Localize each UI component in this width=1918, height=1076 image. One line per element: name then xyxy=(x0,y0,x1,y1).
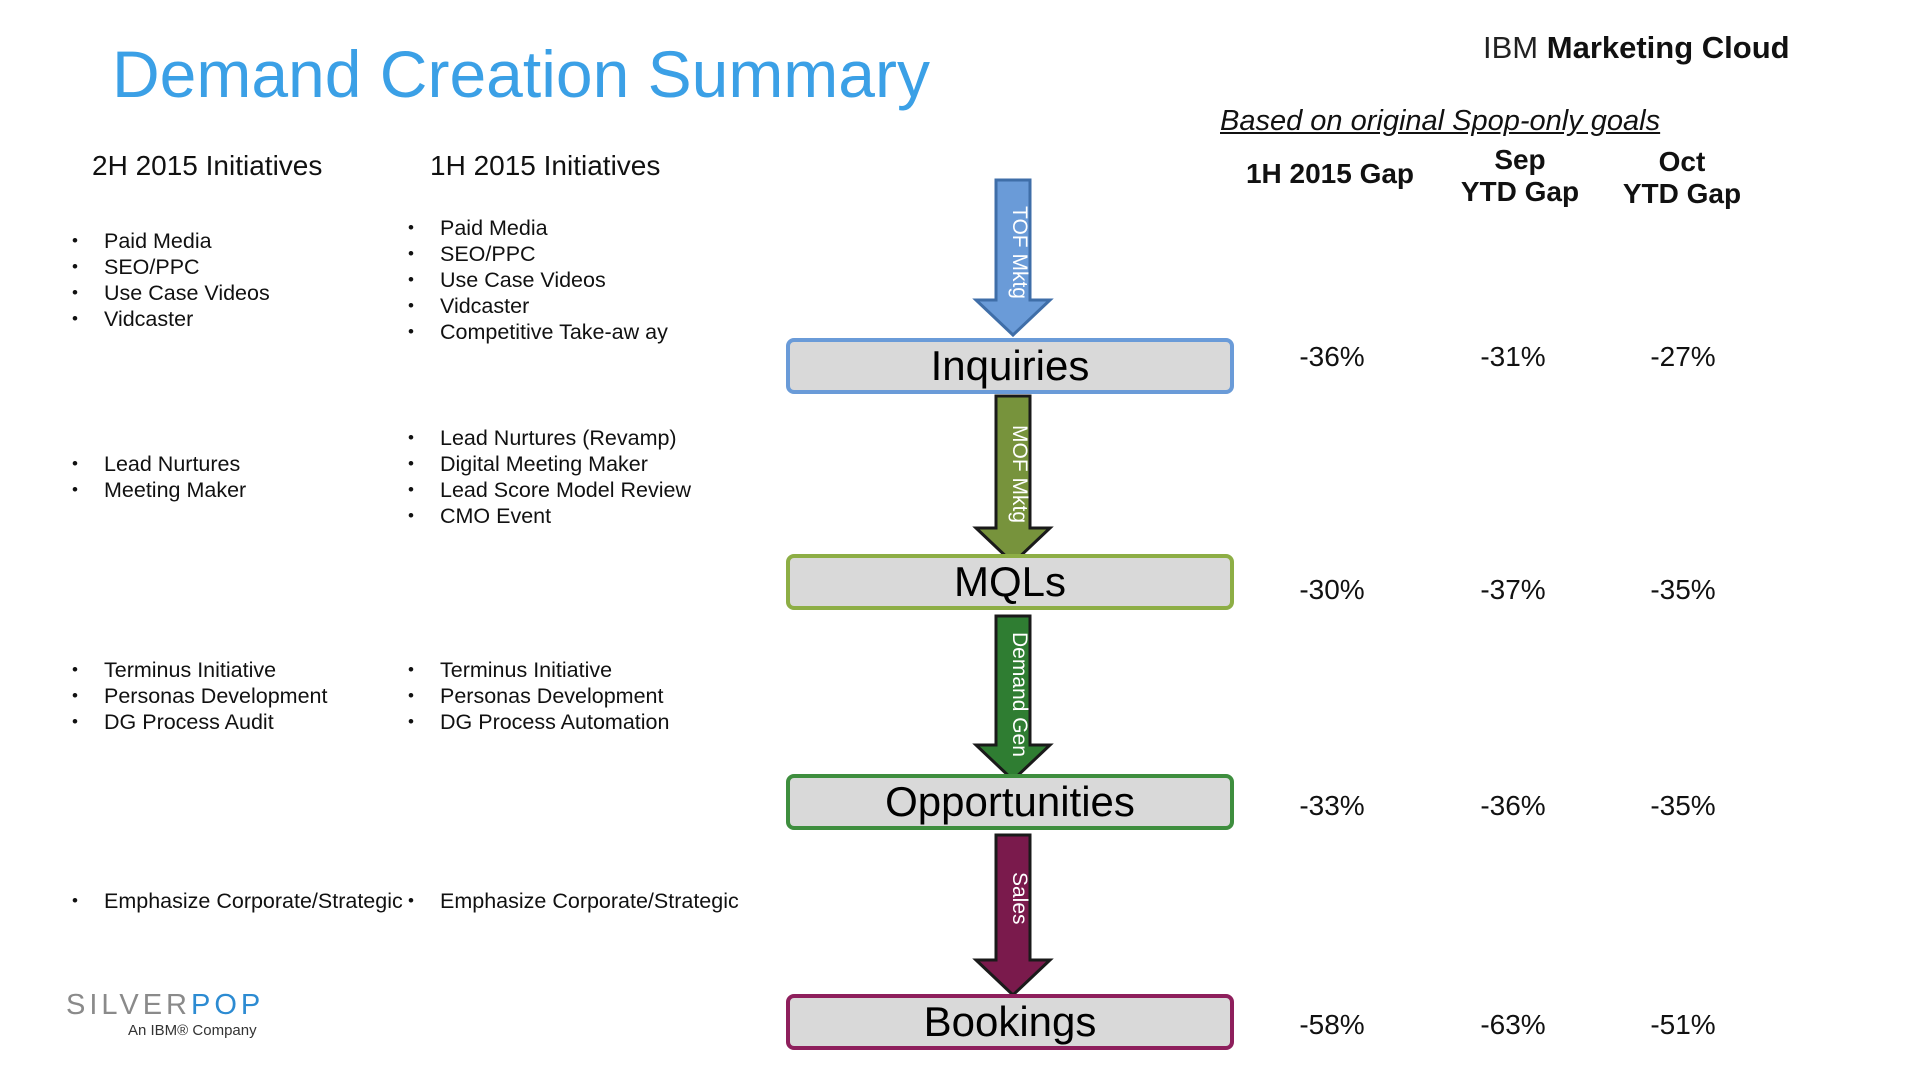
h1-list-group-4: Emphasize Corporate/Strategic xyxy=(408,888,739,914)
page-title: Demand Creation Summary xyxy=(112,37,930,111)
arrow-label: MOF Mktg xyxy=(1008,425,1031,523)
h2-list-group-3: Terminus Initiative Personas Development… xyxy=(72,657,327,735)
arrow-label: Demand Gen xyxy=(1008,632,1031,757)
stage-inquiries: Inquiries xyxy=(786,338,1234,394)
gap-inquiries-1h: -36% xyxy=(1299,341,1365,372)
stage-bookings: Bookings xyxy=(786,994,1234,1050)
list-item: Emphasize Corporate/Strategic xyxy=(72,888,403,914)
list-item: Paid Media xyxy=(72,228,270,254)
gap-inquiries-oct: -27% xyxy=(1650,341,1716,372)
list-item: Use Case Videos xyxy=(72,280,270,306)
list-item: SEO/PPC xyxy=(72,254,270,280)
gap-bookings-1h: -58% xyxy=(1299,1009,1365,1040)
gap-mqls-sep: -37% xyxy=(1480,574,1546,605)
oct-gap-header: Oct YTD Gap xyxy=(1602,146,1762,210)
gap-mqls-1h: -30% xyxy=(1299,574,1365,605)
list-item: Terminus Initiative xyxy=(72,657,327,683)
list-item: Lead Nurtures xyxy=(72,451,246,477)
h1-list-group-3: Terminus Initiative Personas Development… xyxy=(408,657,669,735)
sep-gap-header: Sep YTD Gap xyxy=(1440,144,1600,208)
list-item: Personas Development xyxy=(408,683,669,709)
h1-list-group-2: Lead Nurtures (Revamp) Digital Meeting M… xyxy=(408,425,691,529)
header-line: YTD Gap xyxy=(1622,178,1742,209)
logo-silver: SILVER xyxy=(66,989,192,1021)
gap-bookings-sep: -63% xyxy=(1480,1009,1546,1040)
list-item: Terminus Initiative xyxy=(408,657,669,683)
logo-pop: POP xyxy=(191,989,265,1021)
arrow-label: TOF Mktg xyxy=(1008,206,1031,299)
list-item: Meeting Maker xyxy=(72,477,246,503)
gap-opportunities-oct: -35% xyxy=(1650,790,1716,821)
list-item: Paid Media xyxy=(408,215,668,241)
h2-list-group-4: Emphasize Corporate/Strategic xyxy=(72,888,403,914)
arrow-sales: Sales xyxy=(972,833,1054,998)
h2-list-group-2: Lead Nurtures Meeting Maker xyxy=(72,451,246,503)
arrow-mof-mktg: MOF Mktg xyxy=(972,394,1054,566)
header-line: Sep xyxy=(1494,144,1546,175)
arrow-label: Sales xyxy=(1008,872,1031,925)
basis-note: Based on original Spop-only goals xyxy=(1220,105,1661,137)
stage-label: MQLs xyxy=(953,558,1066,605)
gap-opportunities-sep: -36% xyxy=(1480,790,1546,821)
h1-list-group-1: Paid Media SEO/PPC Use Case Videos Vidca… xyxy=(408,215,668,345)
gap-mqls-oct: -35% xyxy=(1650,574,1716,605)
h2-list-group-1: Paid Media SEO/PPC Use Case Videos Vidca… xyxy=(72,228,270,332)
stage-mqls: MQLs xyxy=(786,554,1234,610)
gap-inquiries-sep: -31% xyxy=(1480,341,1546,372)
h2-2015-heading: 2H 2015 Initiatives xyxy=(92,150,323,181)
h1-gap-header: 1H 2015 Gap xyxy=(1230,158,1430,190)
list-item: CMO Event xyxy=(408,503,691,529)
brand-prefix: IBM xyxy=(1483,30,1539,65)
stage-opportunities: Opportunities xyxy=(786,774,1234,830)
brand-bold: Marketing Cloud xyxy=(1546,30,1790,65)
funnel-arrows: TOF Mktg MOF Mktg Demand Gen Sales xyxy=(972,178,1054,998)
list-item: Personas Development xyxy=(72,683,327,709)
arrow-demand-gen: Demand Gen xyxy=(972,614,1054,783)
list-item: Lead Nurtures (Revamp) xyxy=(408,425,691,451)
list-item: Vidcaster xyxy=(408,293,668,319)
list-item: Competitive Take-aw ay xyxy=(408,319,668,345)
stage-label: Opportunities xyxy=(885,778,1135,825)
silverpop-logo: SILVERPOP xyxy=(66,989,264,1022)
list-item: Lead Score Model Review xyxy=(408,477,691,503)
list-item: Vidcaster xyxy=(72,306,270,332)
list-item: Emphasize Corporate/Strategic xyxy=(408,888,739,914)
ibm-marketing-cloud-logo: IBM Marketing Cloud xyxy=(1483,30,1790,66)
list-item: DG Process Automation xyxy=(408,709,669,735)
list-item: SEO/PPC xyxy=(408,241,668,267)
stage-label: Inquiries xyxy=(930,342,1090,389)
list-item: Digital Meeting Maker xyxy=(408,451,691,477)
header-line: Oct xyxy=(1658,146,1706,177)
stage-label: Bookings xyxy=(923,998,1097,1045)
gap-bookings-oct: -51% xyxy=(1650,1009,1716,1040)
header-line: 1H 2015 Gap xyxy=(1245,158,1415,189)
list-item: DG Process Audit xyxy=(72,709,327,735)
gap-opportunities-1h: -33% xyxy=(1299,790,1365,821)
silverpop-tagline: An IBM® Company xyxy=(128,1022,257,1039)
header-line: YTD Gap xyxy=(1460,176,1580,207)
list-item: Use Case Videos xyxy=(408,267,668,293)
arrow-tof-mktg: TOF Mktg xyxy=(972,178,1054,338)
h1-2015-heading: 1H 2015 Initiatives xyxy=(430,150,661,181)
